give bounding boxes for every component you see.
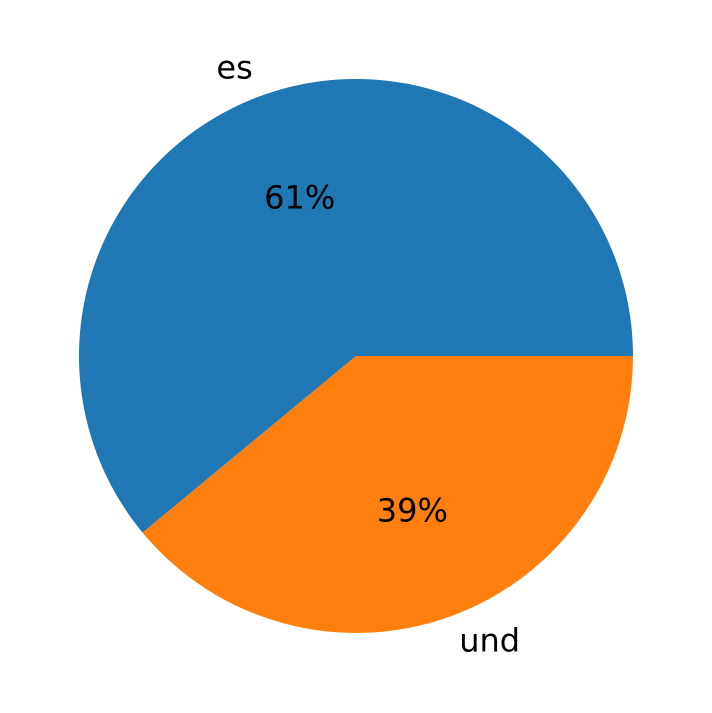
slice-label: und: [459, 622, 520, 660]
pie-slice: [142, 356, 634, 633]
pie-slice: [78, 78, 634, 533]
slice-label: es: [216, 48, 252, 86]
percent-label: 39%: [377, 491, 448, 529]
percent-label: 61%: [264, 179, 335, 217]
